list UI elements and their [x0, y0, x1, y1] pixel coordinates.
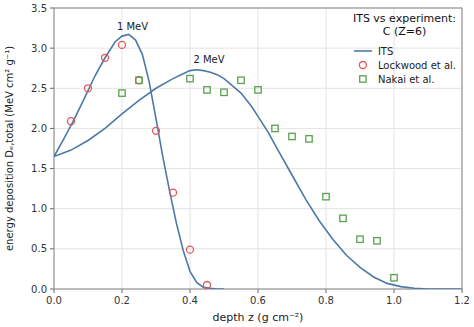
point [119, 90, 125, 96]
background [0, 0, 474, 327]
tick-label: 1.0 [386, 295, 402, 306]
point [374, 238, 380, 244]
annotation: 1 MeV [117, 21, 148, 32]
tick-label: 0.4 [182, 295, 198, 306]
tick-label: 3.5 [31, 3, 47, 14]
grid-line [394, 8, 395, 289]
grid-line [54, 168, 462, 169]
point [153, 127, 160, 134]
point [238, 77, 244, 83]
tick-label: 3.0 [31, 43, 47, 54]
tick [122, 289, 123, 293]
tick-label: 0.8 [318, 295, 334, 306]
title: ITS vs experiment:C (Z=6) [353, 12, 456, 38]
tick [326, 289, 327, 293]
y-axis-label: energy deposition Dₑ,total (MeV cm² g⁻¹) [4, 46, 15, 251]
tick-label: 0.0 [46, 295, 62, 306]
grid [54, 8, 462, 289]
legend-symbol [359, 62, 366, 69]
point [204, 87, 210, 93]
tick-label: 2.5 [31, 83, 47, 94]
legend-label: Lockwood et al. [378, 60, 456, 71]
point [204, 281, 211, 288]
line [54, 34, 224, 289]
tick [54, 289, 55, 293]
legend: ITS Lockwood et al. Nakai et al. [354, 46, 456, 85]
point [323, 193, 329, 199]
point [170, 189, 177, 196]
point [306, 136, 312, 142]
tick [258, 289, 259, 293]
x-axis-label: depth z (g cm⁻²) [213, 311, 304, 324]
tick [50, 289, 54, 290]
plot-frame [54, 8, 462, 289]
tick [50, 248, 54, 249]
point [68, 118, 75, 125]
tick [190, 289, 191, 293]
tick-label: 0.2 [114, 295, 130, 306]
legend-label: ITS [378, 46, 393, 57]
tick [394, 289, 395, 293]
point [187, 246, 194, 253]
tick-label: 1.2 [454, 295, 470, 306]
tick-label: 1.5 [31, 163, 47, 174]
point [221, 89, 227, 95]
tick-label: 0.6 [250, 295, 266, 306]
tick-label: 2.0 [31, 123, 47, 134]
point [85, 85, 92, 92]
point [136, 77, 142, 83]
legend-label: Nakai et al. [378, 74, 435, 85]
tick [50, 48, 54, 49]
tick [50, 128, 54, 129]
tick-label: 1.0 [31, 203, 47, 214]
grid-line [54, 248, 462, 249]
legend-symbol [360, 76, 366, 82]
grid-line [326, 8, 327, 289]
data [54, 34, 462, 289]
chart: 0.0 0.2 0.4 0.6 0.8 1.0 1.2 0.0 0.5 1.0 1.5 2.0 2.5 3… [0, 0, 474, 327]
point [357, 236, 363, 242]
tick-label: 0.5 [31, 243, 47, 254]
tick [50, 88, 54, 89]
tick [50, 8, 54, 9]
grid-line [54, 128, 462, 129]
grid-line [258, 8, 259, 289]
line [54, 70, 462, 289]
point [102, 54, 109, 61]
axes: 0.0 0.2 0.4 0.6 0.8 1.0 1.2 0.0 0.5 1.0 1.5 2.0 2.5 3… [31, 3, 470, 307]
title-line: ITS vs experiment: [353, 12, 456, 25]
point [289, 133, 295, 139]
tick [462, 289, 463, 293]
annotation: 2 MeV [193, 54, 224, 65]
point [136, 77, 143, 84]
tick-label: 0.0 [31, 284, 47, 295]
tick [50, 208, 54, 209]
grid-line [190, 8, 191, 289]
grid-line [122, 8, 123, 289]
title-line: C (Z=6) [383, 25, 427, 38]
grid-line [54, 208, 462, 209]
legend-symbol [354, 50, 372, 52]
point [119, 41, 126, 48]
point [187, 75, 193, 81]
tick [50, 168, 54, 169]
grid-line [54, 88, 462, 89]
point [272, 125, 278, 131]
grid-line [54, 48, 462, 49]
point [391, 275, 397, 281]
point [255, 87, 261, 93]
point [340, 215, 346, 221]
